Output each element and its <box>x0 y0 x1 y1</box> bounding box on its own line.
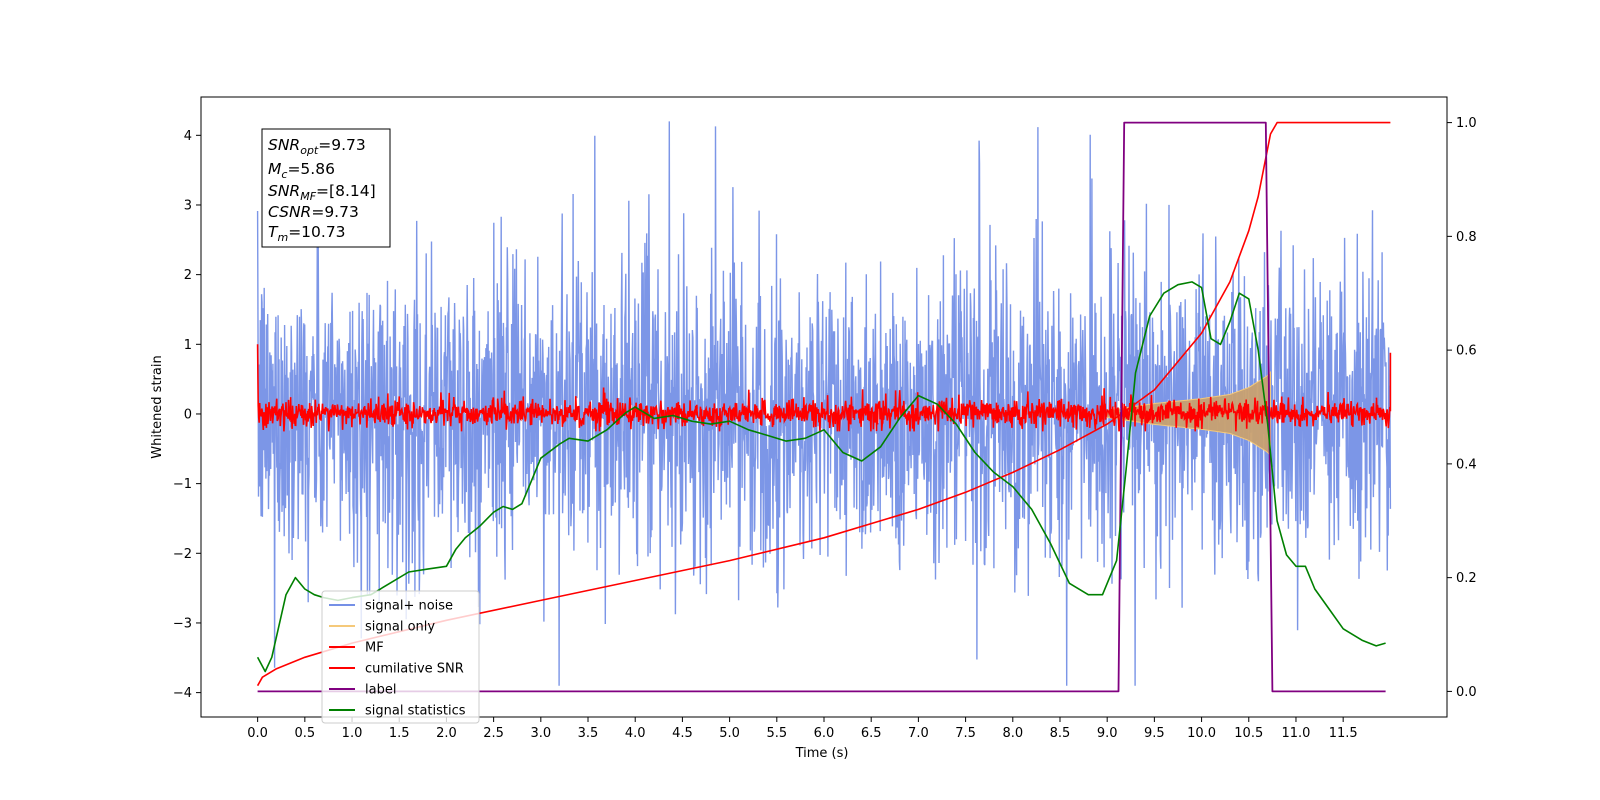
y2-tick-label: 1.0 <box>1456 116 1477 131</box>
legend-label: signal statistics <box>365 704 466 719</box>
x-tick-label: 3.5 <box>578 726 599 741</box>
x-tick-label: 11.5 <box>1329 726 1358 741</box>
x-tick-label: 9.5 <box>1144 726 1165 741</box>
annotation-tm: Tm=10.73 <box>268 223 346 244</box>
y2-tick-label: 0.4 <box>1456 457 1477 472</box>
x-tick-label: 6.5 <box>861 726 882 741</box>
series-signal-statistics <box>256 281 1386 673</box>
y2-tick-label: 0.0 <box>1456 685 1477 700</box>
x-tick-label: 5.5 <box>766 726 787 741</box>
y-tick-label: −4 <box>173 686 192 701</box>
x-axis: 0.0 0.5 1.0 1.5 2.0 2.5 3.0 3.5 4.0 4.5 5.0 5.5 6.0 6… <box>247 717 1358 741</box>
legend-label: signal+ noise <box>365 599 453 614</box>
y-tick-label: 3 <box>184 198 192 213</box>
x-tick-label: 11.0 <box>1281 726 1310 741</box>
annotation-snr-mf: SNRMF=[8.14] <box>268 182 376 203</box>
x-tick-label: 0.5 <box>294 726 315 741</box>
series-mf <box>256 344 1392 432</box>
series-label <box>257 121 1386 693</box>
y-tick-label: −1 <box>173 477 192 492</box>
x-tick-label: 1.5 <box>389 726 410 741</box>
y-axis-left: −4 −3 −2 −1 0 1 2 3 4 <box>173 129 201 701</box>
x-tick-label: 8.5 <box>1050 726 1071 741</box>
y-tick-label: 0 <box>184 407 192 422</box>
x-tick-label: 2.5 <box>483 726 504 741</box>
y-axis-label: Whitened strain <box>150 355 165 458</box>
x-tick-label: 3.0 <box>530 726 551 741</box>
x-tick-label: 10.0 <box>1187 726 1216 741</box>
x-tick-label: 7.0 <box>908 726 929 741</box>
legend-label: cumilative SNR <box>365 662 464 677</box>
annotation-csnr: CSNR=9.73 <box>268 203 359 221</box>
y-tick-label: 4 <box>184 129 192 144</box>
annotation-snr-opt: SNRopt=9.73 <box>268 136 366 157</box>
annotation-mc: Mc=5.86 <box>268 160 335 181</box>
x-tick-label: 6.0 <box>814 726 835 741</box>
legend-label: signal only <box>365 620 435 635</box>
x-tick-label: 9.0 <box>1097 726 1118 741</box>
x-tick-label: 5.0 <box>719 726 740 741</box>
legend-label: MF <box>365 641 384 656</box>
y2-tick-label: 0.2 <box>1456 571 1477 586</box>
x-tick-label: 4.0 <box>625 726 646 741</box>
x-tick-label: 1.0 <box>342 726 363 741</box>
y-tick-label: 1 <box>184 338 192 353</box>
x-axis-label: Time (s) <box>795 746 849 761</box>
x-tick-label: 0.0 <box>247 726 268 741</box>
y-axis-right: 0.0 0.2 0.4 0.6 0.8 1.0 <box>1447 116 1477 700</box>
x-tick-label: 10.5 <box>1234 726 1263 741</box>
y-tick-label: 2 <box>184 268 192 283</box>
y2-tick-label: 0.8 <box>1456 230 1477 245</box>
x-tick-label: 2.0 <box>436 726 457 741</box>
legend: signal+ noise signal only MF cumilative SNR… <box>321 590 480 724</box>
y-tick-label: −2 <box>173 547 192 562</box>
x-tick-label: 7.5 <box>955 726 976 741</box>
x-tick-label: 4.5 <box>672 726 693 741</box>
y-tick-label: −3 <box>173 616 192 631</box>
legend-label: label <box>365 683 396 698</box>
annotation-box: SNRopt=9.73 Mc=5.86 SNRMF=[8.14] CSNR=9.… <box>261 128 391 248</box>
x-tick-label: 8.0 <box>1002 726 1023 741</box>
y2-tick-label: 0.6 <box>1456 344 1477 359</box>
